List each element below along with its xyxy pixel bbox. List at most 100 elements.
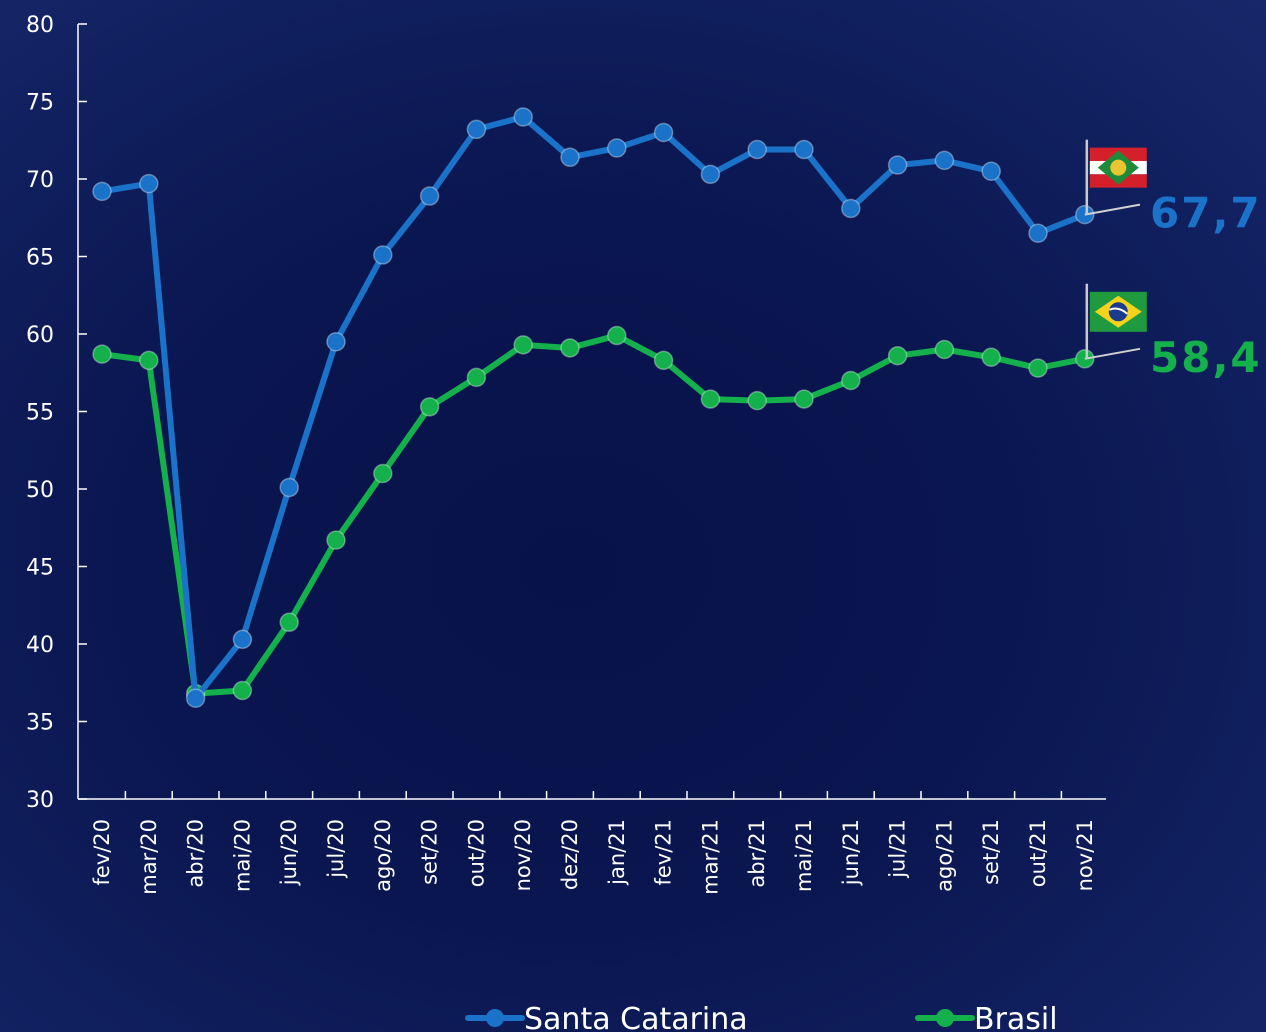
legend-item-santa-catarina: Santa Catarina	[465, 1002, 748, 1032]
data-point	[560, 338, 580, 358]
flag-globe	[1108, 302, 1128, 322]
data-point	[466, 119, 487, 140]
axes: 30 35 40 45 50 55 60 65 70 75 80 fev/20 mar/20 abr/20…	[26, 13, 1106, 895]
x-tick-label: jun/20	[277, 819, 301, 886]
x-tick-label: abr/21	[745, 819, 769, 888]
y-tick-label: 70	[26, 168, 54, 193]
data-point	[185, 688, 206, 708]
data-point	[794, 389, 814, 409]
x-tick-label: jul/21	[886, 819, 910, 879]
end-value-label: 58,4	[1150, 333, 1262, 382]
x-tick-label: jan/21	[605, 819, 629, 886]
data-point	[1028, 223, 1048, 243]
y-tick-label: 30	[26, 788, 54, 813]
data-point	[279, 612, 299, 633]
data-point	[373, 245, 393, 265]
flag-emblem-center	[1110, 159, 1127, 176]
data-point	[560, 147, 580, 168]
data-point	[92, 181, 112, 202]
data-point	[981, 161, 1001, 181]
data-point	[934, 150, 955, 171]
x-tick-label: mar/20	[137, 819, 161, 895]
data-point	[841, 370, 861, 391]
x-tick-label: nov/20	[511, 819, 535, 891]
legend-item-brasil: Brasil	[915, 1002, 1058, 1032]
leader-line	[1084, 347, 1141, 360]
data-point	[887, 345, 908, 366]
y-tick-label: 65	[26, 246, 54, 271]
data-point	[373, 463, 393, 484]
x-tick-label: fev/20	[90, 819, 114, 886]
data-point	[466, 367, 487, 388]
data-point	[607, 325, 627, 346]
series-line	[99, 332, 1088, 697]
x-tick-label: abr/20	[184, 819, 208, 888]
y-tick-label: 35	[26, 711, 54, 736]
x-tick-label: out/21	[1026, 819, 1050, 887]
data-point	[653, 350, 674, 371]
x-tick-label: fev/21	[652, 819, 676, 886]
y-tick-label: 75	[26, 91, 54, 116]
data-point	[934, 339, 955, 360]
legend: Santa Catarina Brasil	[465, 1002, 1058, 1032]
x-tick-label: out/20	[464, 819, 488, 887]
data-point	[139, 173, 159, 194]
data-point	[513, 335, 533, 355]
x-tick-label: mai/20	[230, 819, 254, 892]
brazil-flag-icon	[1089, 291, 1147, 332]
data-point	[326, 332, 346, 352]
x-tick-label: ago/20	[371, 819, 395, 892]
data-point	[232, 629, 253, 650]
y-tick-label: 50	[26, 478, 54, 503]
data-point	[326, 530, 346, 550]
x-tick-label: jun/21	[839, 819, 863, 886]
legend-label: Brasil	[974, 1002, 1058, 1032]
data-point	[887, 155, 908, 175]
series-brasil	[92, 325, 1095, 704]
flag-band	[1108, 307, 1128, 315]
series-santa-catarina	[92, 107, 1095, 708]
y-tick-label: 45	[26, 556, 54, 581]
data-point	[700, 164, 721, 185]
leader-line	[1084, 203, 1141, 216]
data-point	[747, 390, 767, 411]
data-point	[841, 198, 861, 219]
data-point	[1028, 358, 1048, 378]
x-tick-label: ago/21	[932, 819, 956, 892]
data-point	[981, 347, 1001, 367]
end-value-label: 67,7	[1150, 189, 1262, 238]
x-tick-label: set/20	[418, 819, 442, 885]
y-tick-label: 80	[26, 13, 54, 38]
data-point	[700, 389, 721, 409]
legend-marker	[936, 1009, 954, 1027]
end-annotation-santa-catarina: 67,7	[1084, 139, 1262, 238]
series-line	[99, 114, 1088, 702]
data-point	[139, 350, 159, 371]
series-layer	[92, 107, 1095, 708]
x-tick-label: dez/20	[558, 819, 582, 890]
data-point	[232, 680, 253, 701]
data-point	[513, 107, 533, 127]
legend-label: Santa Catarina	[524, 1002, 748, 1032]
santa-catarina-flag-icon	[1089, 147, 1147, 188]
data-point	[92, 344, 112, 364]
data-point	[747, 139, 767, 160]
data-point	[607, 138, 627, 158]
y-tick-label: 60	[26, 323, 54, 348]
data-point	[419, 397, 440, 417]
y-tick-label: 55	[26, 401, 54, 426]
legend-marker	[486, 1009, 504, 1027]
annotations: 67,7 58,4	[1084, 139, 1262, 382]
data-point	[279, 477, 299, 498]
x-tick-label: mar/21	[698, 819, 722, 895]
x-tick-label: jul/20	[324, 819, 348, 879]
x-tick-label: set/21	[979, 819, 1003, 885]
y-tick-label: 40	[26, 633, 54, 658]
data-point	[794, 139, 814, 160]
x-tick-label: mai/21	[792, 819, 816, 892]
end-annotation-brasil: 58,4	[1084, 283, 1262, 382]
data-point	[419, 186, 440, 206]
x-tick-label: nov/21	[1073, 819, 1097, 891]
data-point	[653, 122, 674, 143]
